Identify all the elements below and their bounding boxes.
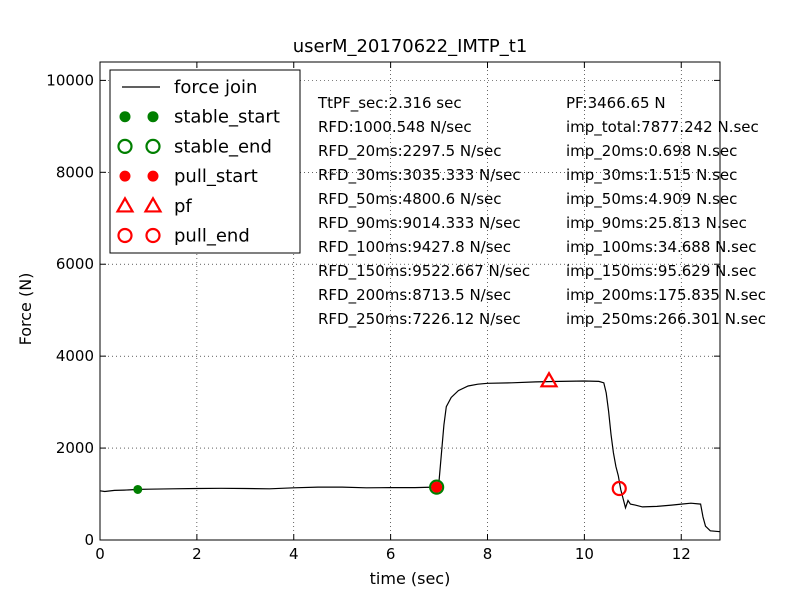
pull-end-marker bbox=[611, 480, 627, 497]
plot-area bbox=[99, 370, 721, 533]
annotation-right: imp_total:7877.242 N.sec bbox=[566, 118, 759, 137]
x-tick-label: 0 bbox=[95, 545, 105, 563]
pull-start-marker bbox=[431, 481, 443, 493]
grid bbox=[100, 62, 720, 540]
axes-frame bbox=[99, 61, 721, 541]
stable-end-marker bbox=[429, 479, 445, 495]
legend-marker-swatch bbox=[119, 111, 131, 123]
annotation-right: imp_50ms:4.909 N.sec bbox=[566, 190, 737, 209]
y-tick-label: 4000 bbox=[56, 347, 94, 365]
legend-label: pull_start bbox=[174, 166, 258, 187]
annotation-left: RFD_250ms:7226.12 N/sec bbox=[318, 310, 521, 329]
annotation-left: RFD_90ms:9014.333 N/sec bbox=[318, 214, 521, 233]
annotation-left: TtPF_sec:2.316 sec bbox=[317, 94, 462, 113]
x-tick-label: 4 bbox=[289, 545, 299, 563]
legend-label: stable_end bbox=[174, 136, 272, 157]
x-tick-label: 2 bbox=[192, 545, 202, 563]
legend-marker-swatch bbox=[115, 196, 135, 213]
y-tick-label: 0 bbox=[84, 531, 94, 549]
legend-marker-swatch bbox=[147, 111, 159, 123]
annotation-left: RFD_50ms:4800.6 N/sec bbox=[318, 190, 502, 209]
x-tick-label: 8 bbox=[483, 545, 493, 563]
y-tick-label: 8000 bbox=[56, 163, 94, 181]
annotation-right: imp_20ms:0.698 N.sec bbox=[566, 142, 737, 161]
annotation-right: imp_30ms:1.515 N.sec bbox=[566, 166, 737, 185]
legend: force join stable_start stable_end pull_sta… bbox=[109, 69, 301, 254]
annotations: TtPF_sec:2.316 sec RFD:1000.548 N/sec RFD_… bbox=[317, 94, 766, 329]
legend-marker-swatch bbox=[145, 227, 161, 244]
legend-marker-swatch bbox=[147, 170, 159, 182]
annotation-right: imp_200ms:175.835 N.sec bbox=[566, 286, 766, 305]
x-tick-label: 12 bbox=[672, 545, 691, 563]
legend-label: pull_end bbox=[174, 226, 250, 247]
y-tick-label: 10000 bbox=[46, 71, 94, 89]
chart-title: userM_20170622_IMTP_t1 bbox=[293, 36, 528, 57]
legend-label: stable_start bbox=[174, 107, 280, 128]
annotation-right: imp_150ms:95.629 N.sec bbox=[566, 262, 756, 281]
legend-marker-swatch bbox=[117, 227, 133, 244]
annotation-right: imp_100ms:34.688 N.sec bbox=[566, 238, 756, 257]
legend-marker-swatch bbox=[117, 138, 133, 154]
x-tick-label: 6 bbox=[386, 545, 396, 563]
legend-box bbox=[109, 69, 301, 254]
y-axis-label: Force (N) bbox=[16, 273, 35, 346]
legend-marker-swatch bbox=[143, 196, 163, 213]
pf-marker bbox=[539, 370, 559, 388]
y-tick-label: 2000 bbox=[56, 439, 94, 457]
x-axis-label: time (sec) bbox=[370, 569, 451, 588]
annotation-left: RFD:1000.548 N/sec bbox=[318, 118, 472, 136]
legend-label: pf bbox=[174, 196, 192, 217]
annotation-right: PF:3466.65 N bbox=[566, 94, 666, 112]
annotation-right: imp_250ms:266.301 N.sec bbox=[566, 310, 766, 329]
legend-label: force join bbox=[174, 77, 257, 98]
y-tick-label: 6000 bbox=[56, 255, 94, 273]
annotation-left: RFD_150ms:9522.667 N/sec bbox=[318, 262, 530, 281]
legend-marker-swatch bbox=[119, 170, 131, 182]
annotation-left: RFD_100ms:9427.8 N/sec bbox=[318, 238, 511, 257]
stable-start-marker bbox=[133, 484, 143, 494]
legend-marker-swatch bbox=[145, 138, 161, 154]
annotation-right: imp_90ms:25.813 N.sec bbox=[566, 214, 747, 233]
annotation-left: RFD_30ms:3035.333 N/sec bbox=[318, 166, 521, 185]
x-tick-label: 10 bbox=[575, 545, 594, 563]
annotation-left: RFD_200ms:8713.5 N/sec bbox=[318, 286, 511, 305]
annotation-left: RFD_20ms:2297.5 N/sec bbox=[318, 142, 502, 161]
axes: 0 2 4 6 8 10 12 0 2000 4000 6000 8000 10000 bbox=[46, 61, 721, 563]
force-join-line bbox=[99, 380, 721, 533]
